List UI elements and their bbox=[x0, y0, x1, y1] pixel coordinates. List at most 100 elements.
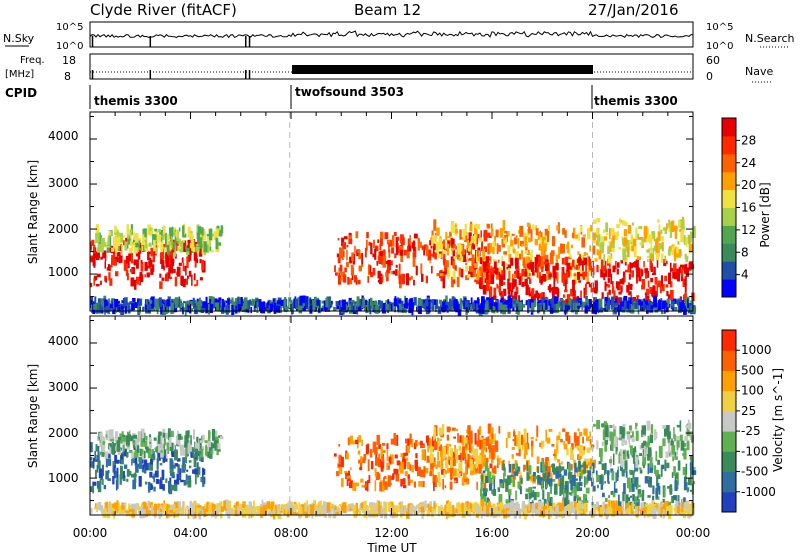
beam-title: Beam 12 bbox=[354, 1, 421, 19]
power-cell bbox=[187, 252, 190, 263]
velocity-cell bbox=[562, 506, 565, 518]
velocity-cell bbox=[120, 505, 125, 514]
velocity-cell bbox=[97, 445, 100, 458]
velocity-cell bbox=[481, 461, 485, 464]
power-cell bbox=[649, 307, 654, 313]
power-cell bbox=[134, 235, 138, 247]
velocity-cell bbox=[379, 459, 382, 463]
velocity-cell bbox=[426, 510, 431, 517]
power-cell bbox=[106, 267, 109, 271]
velocity-colorbar-frame bbox=[721, 329, 737, 513]
velocity-cell bbox=[161, 443, 164, 450]
power-cell bbox=[647, 258, 649, 262]
velocity-cell bbox=[162, 484, 165, 491]
power-cell bbox=[97, 242, 102, 251]
velocity-cell bbox=[601, 463, 606, 470]
power-cell bbox=[523, 263, 527, 269]
power-cell bbox=[354, 303, 357, 312]
power-cell bbox=[224, 301, 226, 313]
velocity-cell bbox=[491, 457, 494, 463]
power-cell bbox=[370, 242, 373, 255]
velocity-cell bbox=[502, 463, 506, 471]
velocity-cell bbox=[471, 508, 476, 512]
power-cell bbox=[668, 272, 671, 285]
velocity-colorbar-swatch bbox=[722, 410, 736, 432]
power-cell bbox=[668, 219, 671, 228]
velocity-cell bbox=[182, 502, 184, 511]
power-cell bbox=[173, 241, 176, 250]
velocity-cell bbox=[276, 505, 281, 514]
velocity-cell bbox=[576, 436, 580, 448]
power-cell bbox=[664, 227, 667, 235]
power-cell bbox=[530, 230, 533, 242]
power-cell bbox=[444, 305, 448, 309]
power-cell bbox=[622, 247, 626, 251]
velocity-cell bbox=[607, 506, 612, 515]
power-cell bbox=[618, 247, 621, 250]
power-cell bbox=[503, 265, 505, 272]
power-cell bbox=[374, 248, 377, 260]
power-cell bbox=[505, 304, 508, 308]
power-cell bbox=[482, 248, 486, 261]
velocity-cell bbox=[660, 464, 663, 477]
power-cell bbox=[368, 241, 371, 246]
power-cell bbox=[614, 307, 617, 310]
power-cell bbox=[688, 243, 693, 252]
power-cell bbox=[554, 286, 559, 295]
velocity-cell bbox=[497, 505, 500, 511]
power-cell bbox=[676, 268, 679, 272]
velocity-cell bbox=[632, 494, 635, 505]
power-cell bbox=[139, 247, 142, 251]
velocity-cell bbox=[655, 469, 659, 477]
power-cell bbox=[200, 234, 202, 238]
velocity-cell bbox=[180, 479, 184, 483]
velocity-cell bbox=[152, 475, 155, 479]
velocity-cell bbox=[393, 433, 396, 443]
velocity-cell bbox=[426, 435, 428, 443]
power-cell bbox=[251, 298, 254, 306]
velocity-cell bbox=[502, 460, 505, 463]
velocity-cell bbox=[619, 449, 623, 462]
velocity-cell bbox=[374, 446, 378, 455]
velocity-cell bbox=[683, 497, 686, 504]
power-cell bbox=[503, 270, 506, 280]
velocity-cell bbox=[273, 506, 275, 514]
power-cell bbox=[450, 247, 453, 255]
velocity-cell bbox=[657, 474, 661, 479]
velocity-cell bbox=[92, 460, 95, 469]
velocity-cell bbox=[604, 440, 608, 452]
power-cell bbox=[449, 298, 452, 307]
velocity-cell bbox=[111, 446, 115, 454]
velocity-cell bbox=[129, 509, 133, 512]
velocity-cell bbox=[683, 448, 687, 460]
power-cell bbox=[108, 245, 112, 253]
velocity-cell bbox=[547, 506, 550, 511]
velocity-cell bbox=[648, 476, 652, 488]
power-cell bbox=[102, 250, 106, 259]
power-cell bbox=[597, 241, 600, 247]
velocity-cell bbox=[508, 460, 510, 466]
velocity-cell bbox=[380, 461, 384, 472]
velocity-cell bbox=[335, 506, 339, 515]
velocity-cell bbox=[671, 472, 674, 478]
power-cell bbox=[680, 219, 685, 230]
power-cell bbox=[623, 300, 627, 310]
power-cell bbox=[341, 237, 345, 247]
velocity-cell bbox=[128, 450, 133, 453]
velocity-cell bbox=[608, 499, 610, 512]
velocity-cell bbox=[184, 435, 187, 447]
velocity-cell bbox=[512, 511, 515, 515]
power-cell bbox=[680, 268, 684, 277]
velocity-cell bbox=[673, 466, 676, 476]
power-colorbar-tick-label: 12 bbox=[741, 223, 756, 237]
power-cell bbox=[400, 300, 404, 307]
power-cell bbox=[670, 221, 673, 232]
velocity-cell bbox=[463, 437, 468, 444]
power-cell bbox=[163, 265, 165, 271]
velocity-cell bbox=[458, 455, 461, 460]
power-cell bbox=[544, 305, 547, 310]
velocity-cell bbox=[592, 485, 596, 492]
velocity-cell bbox=[582, 436, 584, 444]
velocity-cell bbox=[336, 471, 340, 477]
power-cell bbox=[647, 227, 649, 239]
